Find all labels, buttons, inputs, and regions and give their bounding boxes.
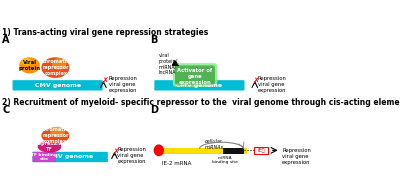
FancyBboxPatch shape [159,148,248,154]
Text: Repression
viral gene
expression: Repression viral gene expression [118,147,146,164]
Text: Repressive
TF: Repressive TF [34,141,65,152]
FancyBboxPatch shape [32,152,56,162]
Ellipse shape [19,57,40,74]
Text: TF binding
site: TF binding site [31,153,57,161]
Text: B: B [150,35,157,45]
Ellipse shape [154,144,164,156]
Text: IE❌: IE❌ [258,148,265,153]
FancyBboxPatch shape [223,148,244,154]
Text: C: C [2,105,10,115]
FancyBboxPatch shape [175,65,215,85]
Text: Repression
viral gene
expression: Repression viral gene expression [108,76,138,93]
FancyBboxPatch shape [12,80,103,91]
Text: 1) Trans-acting viral gene repression strategies: 1) Trans-acting viral gene repression st… [2,28,208,37]
Text: A: A [2,35,10,45]
Text: miRNA
binding site: miRNA binding site [212,155,238,164]
Text: CMV genome: CMV genome [47,155,93,159]
FancyBboxPatch shape [154,80,244,91]
Ellipse shape [50,127,65,137]
Text: Chromatin
repressor
complex: Chromatin repressor complex [41,127,70,144]
FancyBboxPatch shape [173,63,217,87]
Text: ✗: ✗ [112,146,119,156]
Text: ✗: ✗ [101,76,108,85]
Text: cellular
miRNAs: cellular miRNAs [205,139,224,150]
Text: D: D [150,105,158,115]
Text: Activator of
gene
expression: Activator of gene expression [178,68,212,85]
Text: ✗: ✗ [252,76,259,85]
Ellipse shape [41,57,70,78]
Text: IE-2 mRNA: IE-2 mRNA [162,161,192,166]
Ellipse shape [52,58,66,70]
Ellipse shape [41,127,70,144]
FancyBboxPatch shape [32,152,108,162]
Ellipse shape [22,58,32,65]
Text: Repression
viral gene
expression: Repression viral gene expression [282,148,311,165]
Text: Repression
viral gene
expression: Repression viral gene expression [258,76,287,93]
Text: 2) Recruitment of myeloid- specific repressor to the  viral genome through cis-a: 2) Recruitment of myeloid- specific repr… [2,98,400,107]
Text: CMV genome: CMV genome [176,83,222,88]
Text: Chromatin
repressor
complex: Chromatin repressor complex [42,59,70,76]
FancyBboxPatch shape [254,147,268,154]
Text: Viral
protein: Viral protein [18,60,40,71]
Text: CMV genome: CMV genome [34,83,81,88]
Text: viral
protein/
miRNA/
lncRNA: viral protein/ miRNA/ lncRNA [159,53,178,75]
Ellipse shape [38,141,61,153]
